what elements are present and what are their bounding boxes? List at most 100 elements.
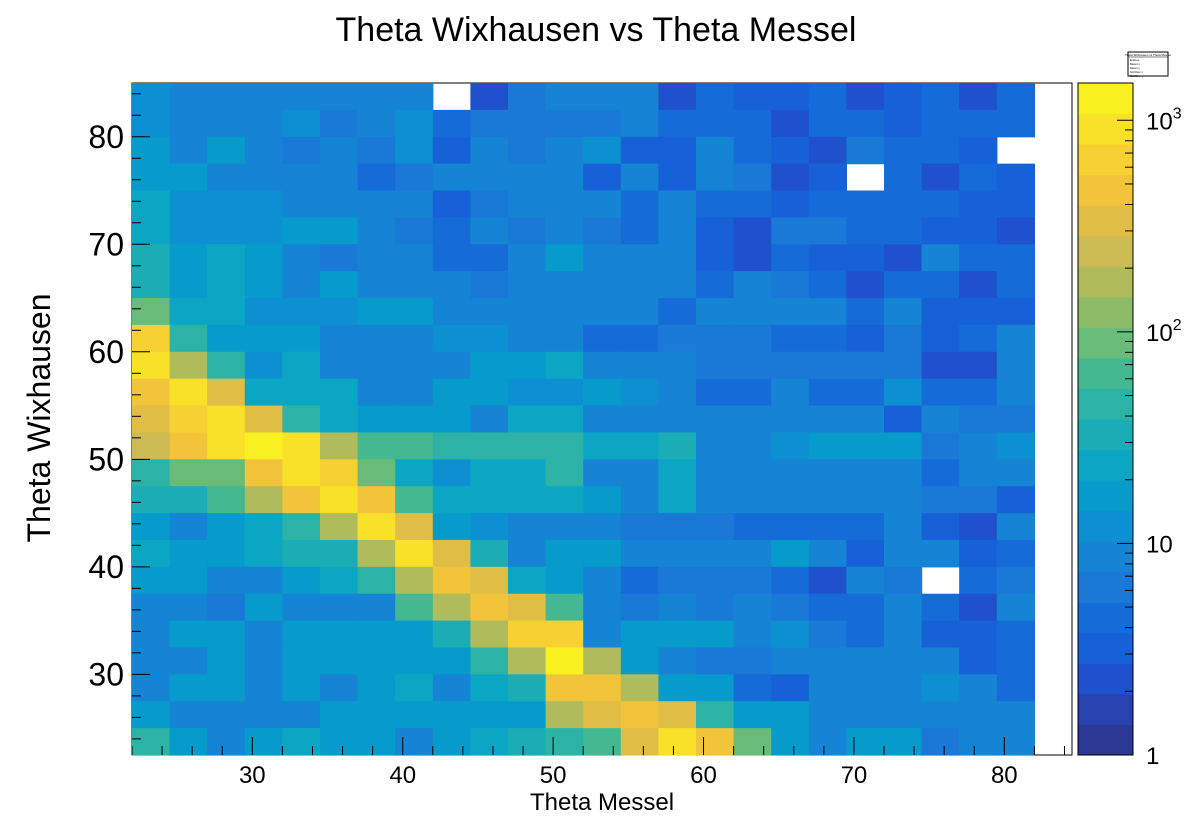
heatmap-cell [207, 217, 246, 245]
heatmap-cell [470, 136, 509, 165]
heatmap-cell [357, 109, 396, 138]
heatmap-cell [959, 593, 998, 622]
heatmap-cell [470, 83, 509, 111]
heatmap-cell [620, 432, 659, 460]
heatmap-cell [169, 244, 208, 272]
heatmap-cell [508, 405, 547, 434]
heatmap-cell [244, 728, 283, 756]
heatmap-cell [733, 620, 772, 649]
heatmap-cell [432, 539, 471, 568]
heatmap-cell [733, 109, 772, 138]
heatmap-cell [169, 432, 208, 460]
heatmap-cell [545, 486, 584, 514]
heatmap-cell [320, 298, 359, 326]
heatmap-cell [620, 486, 659, 514]
heatmap-cell [545, 513, 584, 541]
heatmap-cell [244, 513, 283, 541]
heatmap-cell [620, 163, 659, 192]
heatmap-cell [771, 163, 810, 192]
heatmap-cell [733, 459, 772, 487]
heatmap-cell [207, 324, 246, 353]
heatmap-cell [583, 593, 622, 622]
heatmap-cell [696, 378, 735, 407]
heatmap-cell [357, 136, 396, 165]
heatmap-cell [771, 83, 810, 111]
heatmap-cell [921, 674, 960, 702]
heatmap-cell [959, 324, 998, 353]
heatmap-cell [432, 647, 471, 675]
heatmap-cell [207, 728, 246, 756]
heatmap-cell [808, 593, 847, 622]
heatmap-cell [959, 405, 998, 434]
heatmap-cell [395, 432, 434, 460]
heatmap-cell [132, 593, 171, 622]
heatmap-cell [508, 163, 547, 192]
heatmap-cell [244, 190, 283, 218]
heatmap-cell [282, 324, 321, 353]
heatmap-cell [808, 539, 847, 568]
heatmap-cell [132, 432, 171, 460]
stats-title: Theta Wixhausen vs Theta Messel [1125, 53, 1171, 57]
heatmap-cell [132, 486, 171, 514]
heatmap-cell [357, 190, 396, 218]
heatmap-cell [959, 109, 998, 138]
heatmap-cell [282, 136, 321, 165]
heatmap-cell [733, 647, 772, 675]
heatmap-cell [508, 459, 547, 487]
heatmap-cell [432, 486, 471, 514]
heatmap-cell [808, 136, 847, 165]
heatmap-cell [357, 351, 396, 380]
heatmap-cell [169, 486, 208, 514]
heatmap-cell [959, 378, 998, 407]
heatmap-cell [808, 432, 847, 460]
stats-box: Theta Wixhausen vs Theta Messel Entries … [1125, 51, 1171, 78]
heatmap-cell [132, 513, 171, 541]
heatmap-cell [696, 701, 735, 729]
heatmap-cell [432, 432, 471, 460]
heatmap-cell [583, 217, 622, 245]
heatmap-cell [884, 674, 923, 702]
heatmap-cell [320, 701, 359, 729]
heatmap-cell [996, 163, 1035, 192]
heatmap-cell [244, 593, 283, 622]
heatmap-cell [733, 378, 772, 407]
heatmap-cell [846, 459, 885, 487]
heatmap-cell [320, 432, 359, 460]
heatmap-cell [771, 539, 810, 568]
heatmap-cell [771, 593, 810, 622]
heatmap-cell [320, 459, 359, 487]
heatmap-cell [432, 244, 471, 272]
heatmap-cell [357, 566, 396, 595]
heatmap-cell [320, 244, 359, 272]
palette-swatch [1078, 480, 1133, 512]
heatmap-cell [658, 244, 697, 272]
heatmap-cell [432, 136, 471, 165]
heatmap-cell [959, 271, 998, 299]
heatmap-cell [808, 486, 847, 514]
heatmap-cell [282, 163, 321, 192]
heatmap-cell [207, 701, 246, 729]
heatmap-cell [282, 459, 321, 487]
heatmap-cell [357, 647, 396, 675]
heatmap-cell [508, 190, 547, 218]
heatmap-cell [959, 728, 998, 756]
heatmap-cell [884, 378, 923, 407]
heatmap-cell [658, 674, 697, 702]
heatmap-cell [282, 647, 321, 675]
heatmap-cell [432, 271, 471, 299]
heatmap-cell [508, 513, 547, 541]
heatmap-cell [508, 217, 547, 245]
heatmap-cell [508, 378, 547, 407]
heatmap-cell [470, 217, 509, 245]
heatmap-cell [884, 593, 923, 622]
heatmap-cell [282, 728, 321, 756]
heatmap-cell [583, 324, 622, 353]
heatmap-cell [658, 432, 697, 460]
heatmap-cell [996, 513, 1035, 541]
heatmap-cell [244, 647, 283, 675]
heatmap-cell [508, 432, 547, 460]
heatmap-cell [545, 298, 584, 326]
heatmap-cell [207, 566, 246, 595]
heatmap-cell [996, 566, 1035, 595]
